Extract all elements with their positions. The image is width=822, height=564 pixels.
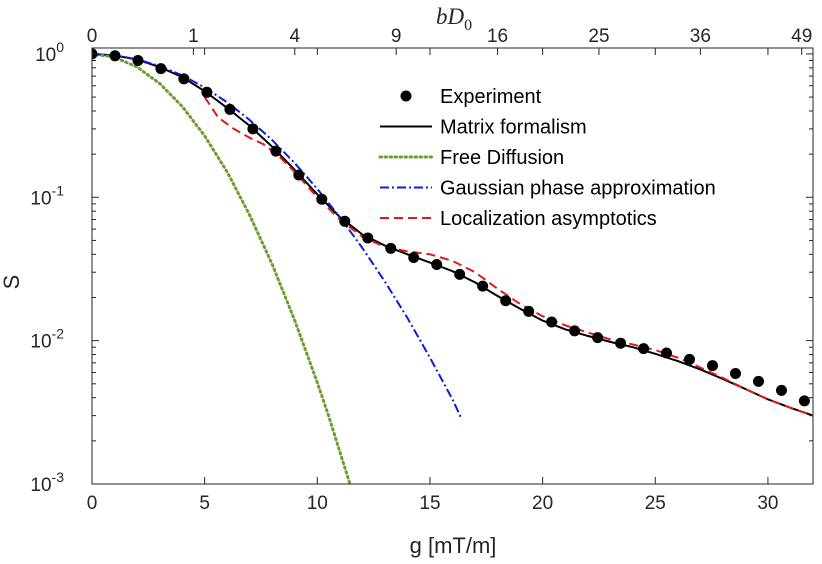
experiment-point: [247, 123, 259, 135]
x-tick-label: 20: [532, 493, 553, 514]
experiment-point: [454, 268, 466, 280]
experiment-point: [776, 384, 787, 396]
x-tick-label: 15: [419, 493, 440, 514]
axes-layer: [91, 47, 814, 485]
experiment-point: [523, 305, 535, 317]
experiment-point: [730, 368, 741, 379]
experiment-point: [661, 347, 672, 359]
experiment-point: [316, 193, 328, 205]
top-tick-label: 9: [391, 26, 402, 47]
legend-label: Experiment: [440, 86, 542, 108]
experiment-point: [707, 360, 718, 372]
legend-label: Free Diffusion: [440, 147, 564, 169]
experiment-point: [638, 343, 650, 355]
experiment-point: [201, 86, 213, 98]
legend-label: Matrix formalism: [440, 117, 587, 139]
experiment-point: [592, 332, 604, 344]
plot-frame: [91, 47, 814, 485]
experiment-point: [270, 145, 282, 157]
experiment-point: [109, 50, 121, 62]
x-tick-label: 0: [87, 493, 98, 514]
y-tick-label: 100: [35, 39, 64, 66]
experiment-point: [431, 259, 443, 270]
legend-marker: [400, 90, 412, 102]
y-tick-label: 10-1: [30, 182, 64, 209]
legend-entry: Matrix formalism: [380, 117, 587, 139]
series-line-matrix-formalism: [92, 52, 813, 417]
experiment-point: [477, 280, 489, 292]
top-axis-title-subscript: 0: [464, 17, 472, 34]
legend: Experiment Matrix formalism Free Diffusion…: [378, 86, 716, 230]
y-tick-label: 10-2: [30, 326, 64, 353]
experiment-point: [408, 252, 420, 263]
experiment-point: [224, 103, 236, 115]
experiment-point: [500, 295, 512, 307]
x-tick-label: 5: [199, 493, 210, 514]
x-tick-label: 25: [645, 493, 666, 514]
x-tick-label: 30: [757, 493, 778, 514]
experiment-point: [339, 215, 351, 227]
legend-entry: Gaussian phase approximation: [380, 178, 716, 200]
legend-entry: Experiment: [400, 86, 542, 108]
x-axis-title: g [mT/m]: [410, 533, 497, 558]
top-tick-label: 25: [588, 26, 609, 47]
experiment-point: [362, 232, 374, 244]
top-tick-label: 1: [188, 26, 199, 47]
legend-entry: Free Diffusion: [378, 147, 564, 169]
top-axis-title-main: bD: [436, 4, 465, 29]
legend-entry: Localization asymptotics: [380, 208, 657, 230]
experiment-point: [569, 325, 581, 337]
series-layer: [92, 48, 813, 484]
experiment-point: [178, 73, 190, 85]
legend-label: Gaussian phase approximation: [440, 178, 716, 200]
experiment-point: [155, 63, 167, 75]
top-tick-label: 36: [690, 26, 711, 47]
legend-label: Localization asymptotics: [440, 208, 657, 230]
top-tick-label: 49: [791, 26, 812, 47]
series-line-free-diffusion: [92, 52, 352, 484]
experiment-point: [753, 375, 764, 387]
top-axis-title: bD0: [436, 4, 472, 34]
series-line-localization-asymptotics: [203, 96, 813, 417]
series-line-gaussian-phase-approximation: [92, 52, 463, 420]
experiment-point: [385, 242, 397, 254]
experiment-point: [798, 395, 810, 407]
y-axis-title: S: [0, 275, 24, 290]
experiment-point: [293, 169, 305, 181]
top-tick-label: 16: [487, 26, 508, 47]
experiment-point: [684, 353, 695, 365]
x-tick-label: 10: [307, 493, 328, 514]
top-tick-label: 0: [87, 26, 98, 47]
top-tick-label: 4: [289, 26, 300, 47]
experiment-point: [546, 316, 558, 328]
y-tick-label: 10-3: [30, 469, 64, 496]
experiment-point: [132, 55, 144, 66]
experiment-point: [615, 337, 627, 349]
